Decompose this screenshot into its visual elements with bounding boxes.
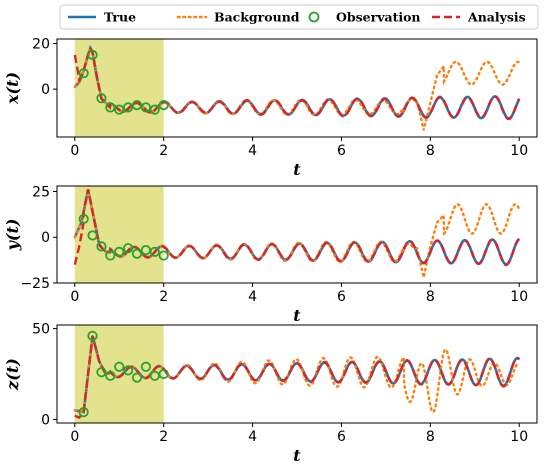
legend-label-observation: Observation [336, 10, 421, 25]
y-tick-label: 20 [32, 37, 50, 53]
observation-point [131, 248, 143, 259]
x-tick-label: 6 [337, 289, 346, 305]
legend-entry-true: True [68, 10, 136, 25]
observation-point [105, 250, 116, 261]
observation-point [78, 407, 89, 418]
observation-point [96, 241, 107, 252]
legend-entry-observation: Observation [308, 10, 421, 25]
x-tick-label: 8 [426, 429, 435, 445]
observation-point [96, 367, 107, 378]
y-tick-label: 25 [32, 184, 50, 200]
observation-point [78, 68, 89, 79]
x-tick-label: 10 [510, 143, 528, 159]
y-tick-label: 0 [41, 82, 50, 98]
panel-1: 0 2 4 6 8 10 0 20 t x(t) [3, 37, 538, 179]
observation-point [123, 365, 134, 376]
legend-label-background: Background [214, 10, 300, 25]
observation-point [96, 93, 107, 104]
x-axis-label: t [293, 446, 301, 464]
x-tick-label: 4 [248, 143, 257, 159]
series-group [73, 44, 521, 131]
observation-point [105, 102, 116, 113]
observation-point [149, 246, 160, 257]
x-tick-label: 0 [70, 143, 79, 159]
x-tick-label: 8 [426, 143, 435, 159]
plot-frame [56, 185, 538, 284]
x-tick-label: 2 [159, 289, 168, 305]
legend-marker-observation [308, 11, 320, 23]
x-tick-label: 2 [159, 429, 168, 445]
series-group [73, 330, 521, 420]
assimilation-window [74, 325, 164, 423]
y-tick-label: 0 [41, 412, 50, 428]
observation-point [114, 246, 125, 257]
series-analysis [73, 188, 520, 267]
x-axis-label: t [293, 160, 301, 179]
x-tick-label: 2 [159, 143, 168, 159]
legend-label-analysis: Analysis [467, 10, 526, 25]
x-axis-label: t [293, 306, 301, 325]
y-axis-label: z(t) [3, 358, 22, 391]
legend-label-true: True [104, 10, 136, 25]
x-tick-label: 8 [426, 289, 435, 305]
observation-point [140, 102, 151, 113]
y-tick-label: 0 [41, 230, 50, 246]
observation-point [78, 213, 89, 225]
observation-point [131, 99, 143, 111]
y-axis-label: y(t) [3, 219, 22, 252]
observation-point [87, 330, 98, 341]
observation-point [105, 370, 116, 381]
series-analysis [73, 44, 521, 121]
legend-entry-background: Background [176, 10, 300, 25]
plot-frame [56, 324, 538, 424]
observation-point [123, 102, 134, 113]
series-analysis [74, 335, 521, 420]
panel-3: 0 2 4 6 8 10 0 50 t z(t) [3, 322, 538, 464]
x-tick-label: 4 [248, 429, 257, 445]
observation-point [158, 99, 169, 111]
series-group [73, 188, 521, 278]
x-tick-label: 10 [510, 289, 528, 305]
x-tick-label: 10 [510, 429, 528, 445]
observation-point [140, 361, 151, 372]
observation-point [149, 104, 160, 115]
panel-2: 0 2 4 6 8 10 −25 0 25 t y(t) [3, 184, 538, 325]
observation-point [158, 250, 169, 261]
plot-frame [56, 38, 538, 138]
y-tick-label: 50 [32, 322, 50, 338]
x-tick-label: 4 [248, 289, 257, 305]
observation-point [158, 368, 169, 380]
observation-point [87, 49, 98, 61]
observation-point [123, 243, 134, 254]
x-tick-label: 6 [337, 429, 346, 445]
assimilation-window [74, 39, 164, 137]
observation-point [131, 372, 143, 383]
y-axis-label: x(t) [3, 72, 22, 105]
x-tick-label: 0 [70, 289, 79, 305]
legend: True Background Observation Analysis [59, 4, 539, 30]
x-tick-label: 0 [70, 429, 79, 445]
x-tick-label: 6 [337, 143, 346, 159]
y-tick-label: −25 [20, 276, 50, 292]
observation-point [114, 361, 125, 372]
legend-entry-analysis: Analysis [432, 10, 526, 25]
observation-point [114, 104, 125, 115]
legend-frame [59, 4, 539, 30]
observation-point [87, 230, 98, 241]
